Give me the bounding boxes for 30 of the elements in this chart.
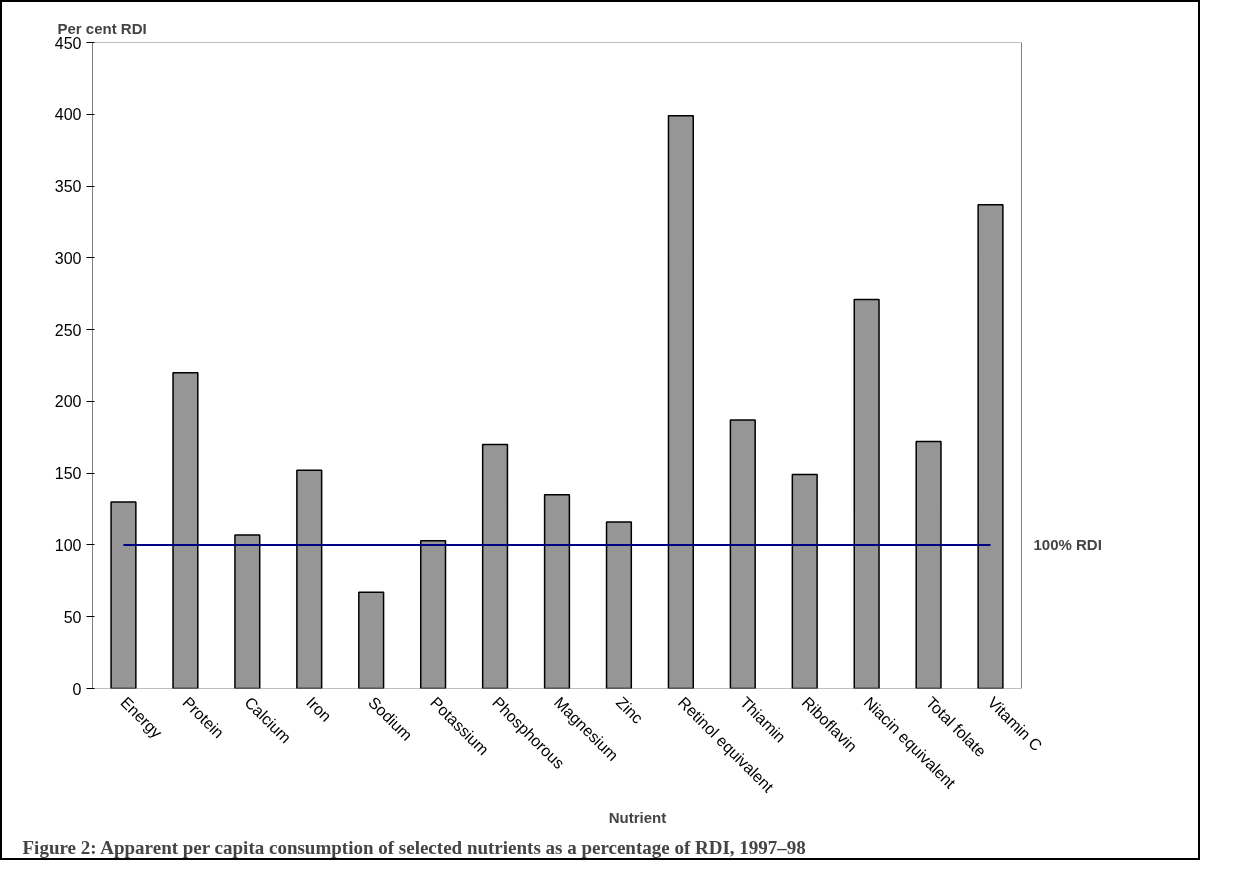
text: Figure 2: Apparent per capita consumption of selected nutrients as a percentage of RDI, 1997–98 xyxy=(22,836,806,858)
bar xyxy=(667,114,694,689)
bar xyxy=(110,501,137,689)
y-tick-label: 150 xyxy=(54,465,82,483)
y-tick-label: 400 xyxy=(54,106,82,124)
bar xyxy=(977,203,1004,689)
bar xyxy=(729,419,756,689)
bar xyxy=(543,493,571,689)
bar xyxy=(915,440,942,689)
y-tick-label: 450 xyxy=(54,34,82,52)
bar xyxy=(419,539,447,689)
y-tick-label: 350 xyxy=(54,178,82,196)
bar xyxy=(853,298,880,689)
y-tick-label: 100 xyxy=(54,536,82,554)
x-tick-label: Iron xyxy=(303,693,335,726)
bar xyxy=(296,469,323,689)
bar xyxy=(234,534,261,689)
ref-line-label: 100% RDI xyxy=(1033,536,1102,554)
bar xyxy=(791,473,818,689)
y-tick-label: 200 xyxy=(54,393,82,411)
x-axis-title: Nutrient xyxy=(608,809,667,827)
y-axis-title: Per cent RDI xyxy=(57,19,147,37)
bar xyxy=(605,521,633,689)
y-tick-label: 300 xyxy=(54,249,82,267)
y-tick-label: 50 xyxy=(63,608,82,626)
bar xyxy=(358,591,385,689)
y-tick-label: 0 xyxy=(72,680,82,698)
bar xyxy=(172,371,199,689)
bar xyxy=(481,443,509,689)
y-tick-label: 250 xyxy=(54,321,82,339)
